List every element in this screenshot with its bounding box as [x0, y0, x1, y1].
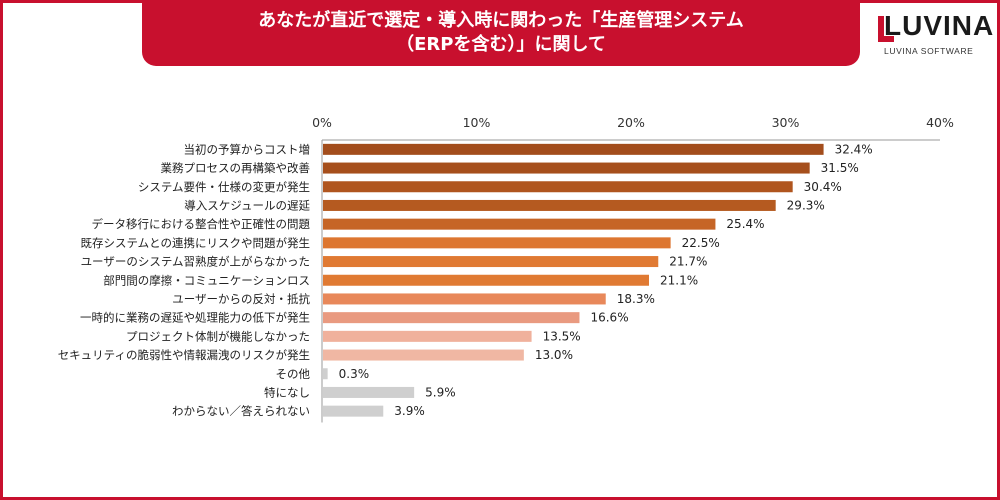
- logo-wordmark: LUVINA: [884, 10, 995, 41]
- bar: [323, 349, 524, 361]
- data-label: 13.5%: [543, 329, 581, 343]
- data-label: 0.3%: [339, 367, 370, 381]
- category-label: データ移行における整合性や正確性の問題: [92, 217, 311, 231]
- data-label: 16.6%: [590, 311, 628, 325]
- data-label: 18.3%: [617, 292, 655, 306]
- luvina-logo: LUVINA LUVINA SOFTWARE: [878, 10, 993, 60]
- data-label: 5.9%: [425, 385, 456, 399]
- category-label: その他: [276, 367, 311, 381]
- data-label: 3.9%: [394, 404, 425, 418]
- bar: [323, 143, 824, 155]
- bar: [323, 405, 384, 417]
- data-label: 31.5%: [821, 161, 859, 175]
- category-label: 業務プロセスの再構築や改善: [161, 161, 311, 175]
- x-tick-label: 10%: [463, 115, 491, 130]
- bar: [323, 237, 671, 249]
- x-tick-label: 40%: [926, 115, 954, 130]
- luvina-logo-icon: [878, 16, 894, 42]
- data-label: 13.0%: [535, 348, 573, 362]
- data-label: 21.7%: [669, 255, 707, 269]
- x-tick-label: 30%: [772, 115, 800, 130]
- bar: [323, 274, 649, 286]
- bar: [323, 312, 580, 324]
- category-label: 特になし: [264, 385, 310, 399]
- data-label: 32.4%: [835, 142, 873, 156]
- bar: [323, 330, 532, 342]
- x-tick-label: 0%: [312, 115, 332, 130]
- category-label: セキュリティの脆弱性や情報漏洩のリスクが発生: [58, 348, 310, 362]
- data-label: 30.4%: [804, 180, 842, 194]
- category-label: 部門間の摩擦・コミュニケーションロス: [103, 273, 310, 287]
- category-label: 一時的に業務の遅延や処理能力の低下が発生: [80, 311, 310, 325]
- category-label: プロジェクト体制が機能しなかった: [126, 329, 310, 343]
- data-label: 25.4%: [726, 217, 764, 231]
- category-label: ユーザーからの反対・抵抗: [172, 292, 310, 306]
- category-label: わからない／答えられない: [172, 404, 310, 418]
- category-label: 当初の予算からコスト増: [184, 142, 311, 156]
- bar: [323, 181, 793, 193]
- x-tick-label: 20%: [617, 115, 645, 130]
- category-label: ユーザーのシステム習熟度が上がらなかった: [81, 255, 310, 269]
- bar: [323, 256, 659, 268]
- data-label: 22.5%: [682, 236, 720, 250]
- data-label: 29.3%: [787, 198, 825, 212]
- bar: [323, 218, 716, 230]
- bar: [323, 162, 810, 174]
- title-line-1: あなたが直近で選定・導入時に関わった「生産管理システム: [258, 10, 744, 31]
- bar: [323, 293, 606, 305]
- category-label: 既存システムとの連携にリスクや問題が発生: [80, 236, 310, 250]
- data-label: 21.1%: [660, 273, 698, 287]
- title-banner: あなたが直近で選定・導入時に関わった「生産管理システム （ERPを含む）」に関し…: [142, 0, 860, 66]
- bar: [323, 368, 328, 380]
- bar: [323, 199, 776, 211]
- logo-subtitle: LUVINA SOFTWARE: [884, 46, 974, 56]
- title-line-2: （ERPを含む）」に関して: [396, 34, 606, 55]
- category-label: システム要件・仕様の変更が発生: [138, 180, 310, 194]
- category-label: 導入スケジュールの遅延: [184, 198, 310, 212]
- bar: [323, 386, 415, 398]
